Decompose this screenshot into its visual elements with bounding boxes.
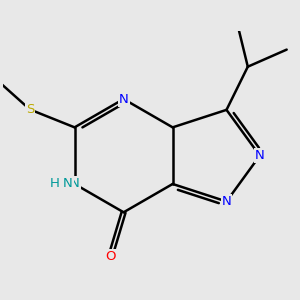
Text: N: N xyxy=(119,92,128,106)
Text: N: N xyxy=(222,195,231,208)
Text: N: N xyxy=(255,149,265,162)
Text: O: O xyxy=(105,250,116,263)
Text: N: N xyxy=(63,178,73,190)
Text: S: S xyxy=(26,103,34,116)
Text: H: H xyxy=(50,178,60,190)
Text: N: N xyxy=(70,178,80,190)
Text: H: H xyxy=(52,178,62,190)
